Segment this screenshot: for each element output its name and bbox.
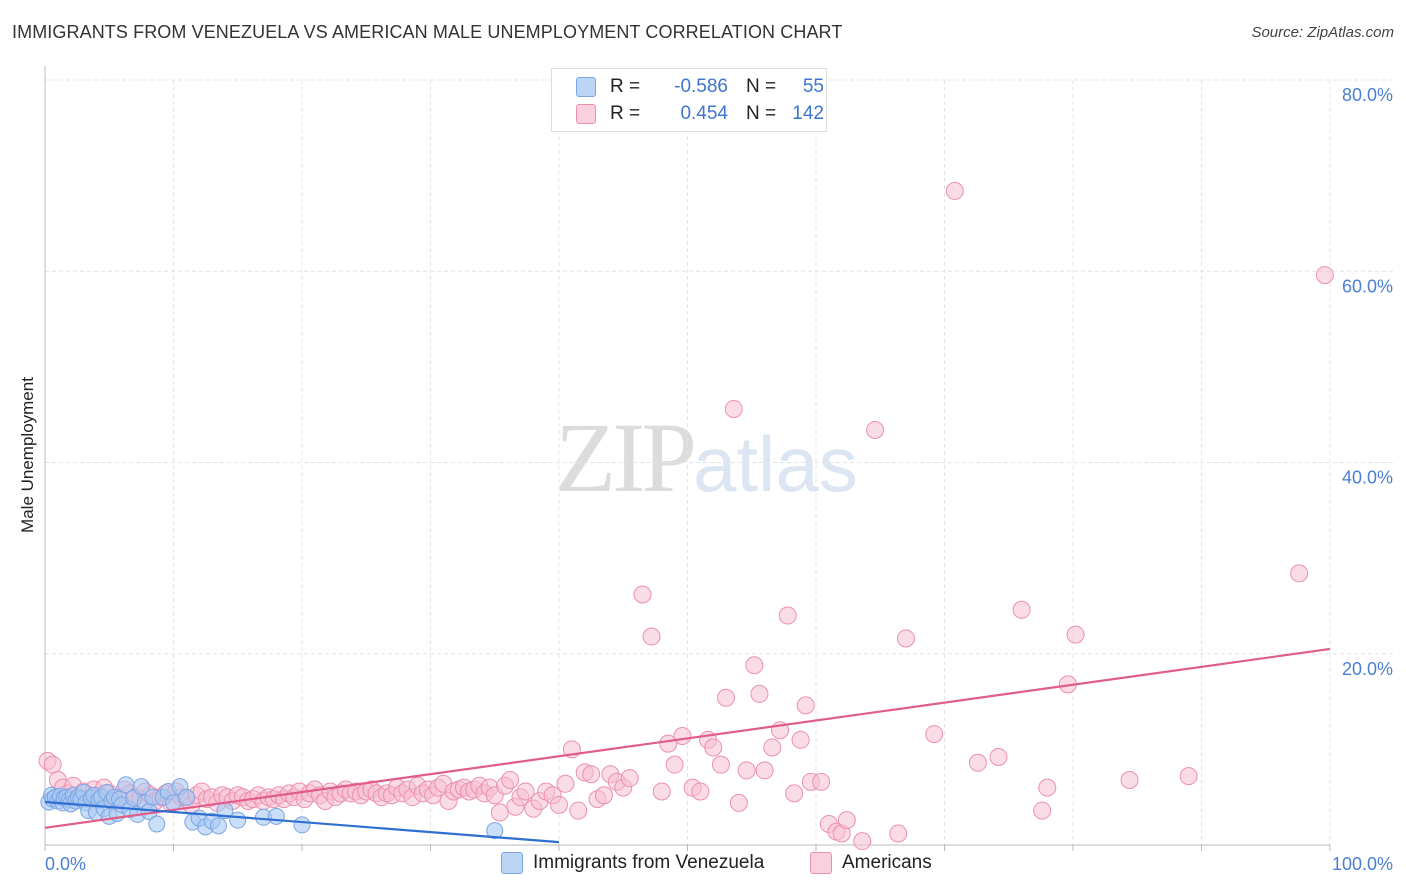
venezuela-point <box>132 778 150 796</box>
legend-swatch-pink <box>576 104 596 124</box>
americans-point <box>755 761 774 780</box>
correlation-legend: R = -0.586 N = 55 R = 0.454 N = 142 <box>551 68 827 132</box>
americans-point <box>853 832 872 851</box>
americans-point <box>691 782 710 801</box>
y-tick-label: 80.0% <box>1342 85 1393 105</box>
americans-point <box>569 801 588 820</box>
venezuela-point <box>293 816 311 834</box>
americans-point <box>945 181 964 200</box>
legend-swatch-pink <box>810 852 832 874</box>
americans-point <box>633 585 652 604</box>
trend-lines <box>44 647 1331 844</box>
americans-point <box>812 772 831 791</box>
americans-trend-line <box>44 647 1331 829</box>
americans-point <box>796 696 815 715</box>
americans-point <box>1038 778 1057 797</box>
x-tick-label: 100.0% <box>1332 854 1393 874</box>
legend-item-venezuela[interactable]: Immigrants from Venezuela <box>501 852 764 874</box>
tick-labels: 20.0% 40.0% 60.0% 80.0% 0.0% 100.0% <box>45 85 1393 874</box>
americans-point <box>594 786 613 805</box>
americans-point <box>516 782 535 801</box>
americans-point <box>582 765 601 784</box>
americans-point <box>711 755 730 774</box>
americans-point <box>501 770 520 789</box>
americans-point <box>724 399 743 418</box>
americans-point <box>837 811 856 830</box>
source-credit: Source: ZipAtlas.com <box>1251 24 1394 41</box>
venezuela-trend-line <box>44 800 560 844</box>
y-tick-label: 40.0% <box>1342 468 1393 488</box>
americans-point <box>750 684 769 703</box>
americans-point <box>673 726 692 745</box>
americans-point <box>1120 770 1139 789</box>
americans-point <box>896 629 915 648</box>
y-tick-label: 60.0% <box>1342 276 1393 296</box>
legend-r-value: -0.586 <box>674 76 728 97</box>
americans-point <box>620 769 639 788</box>
americans-point <box>866 420 885 439</box>
americans-point <box>925 725 944 744</box>
americans-point <box>556 774 575 793</box>
americans-point <box>665 755 684 774</box>
legend-row-americans: R = 0.454 N = 142 <box>576 102 824 126</box>
legend-r-value: 0.454 <box>680 103 728 124</box>
americans-point <box>791 730 810 749</box>
legend-r-label: R = <box>610 103 641 124</box>
legend-label: Americans <box>842 852 932 873</box>
americans-point <box>1012 600 1031 619</box>
watermark-zip: ZIP <box>555 402 697 513</box>
venezuela-point <box>229 811 247 829</box>
americans-point <box>1290 564 1309 583</box>
venezuela-point <box>148 815 166 833</box>
americans-point <box>729 793 748 812</box>
americans-point <box>785 784 804 803</box>
legend-row-venezuela: R = -0.586 N = 55 <box>576 75 824 99</box>
legend-n-value: 142 <box>792 103 824 124</box>
americans-points <box>38 181 1334 851</box>
grid-layer <box>45 79 1393 845</box>
chart-title: IMMIGRANTS FROM VENEZUELA VS AMERICAN MA… <box>12 22 843 42</box>
y-tick-label: 20.0% <box>1342 659 1393 679</box>
legend-swatch-blue <box>576 77 596 97</box>
axis-layer <box>44 66 1331 851</box>
venezuela-point <box>267 807 285 825</box>
venezuela-point <box>177 788 195 806</box>
americans-point <box>550 795 568 814</box>
americans-point <box>652 782 671 801</box>
americans-point <box>642 627 661 646</box>
watermark-atlas: atlas <box>693 420 858 508</box>
americans-point <box>968 753 987 772</box>
americans-point <box>1066 625 1085 644</box>
legend-r-label: R = <box>610 76 641 97</box>
series-legend: Immigrants from Venezuela Americans <box>0 852 1406 878</box>
americans-point <box>745 656 764 675</box>
americans-point <box>737 761 756 780</box>
americans-point <box>989 748 1008 767</box>
watermark: ZIPatlas <box>555 400 858 515</box>
legend-label: Immigrants from Venezuela <box>533 852 765 873</box>
americans-point <box>778 606 797 625</box>
legend-swatch-blue <box>501 852 523 874</box>
americans-point <box>889 824 908 843</box>
americans-point <box>1033 801 1052 820</box>
americans-point <box>43 755 62 774</box>
americans-point <box>704 738 723 757</box>
x-tick-label: 0.0% <box>45 854 86 874</box>
americans-point <box>717 688 736 707</box>
americans-point <box>1179 767 1198 786</box>
americans-point <box>763 738 782 757</box>
legend-n-label: N = <box>746 103 777 124</box>
legend-n-value: 55 <box>802 76 824 97</box>
venezuela-point <box>209 817 227 835</box>
venezuela-point <box>486 822 504 840</box>
americans-point <box>1315 266 1334 285</box>
americans-point <box>490 803 509 822</box>
legend-item-americans[interactable]: Americans <box>810 852 932 874</box>
legend-n-label: N = <box>746 76 777 97</box>
